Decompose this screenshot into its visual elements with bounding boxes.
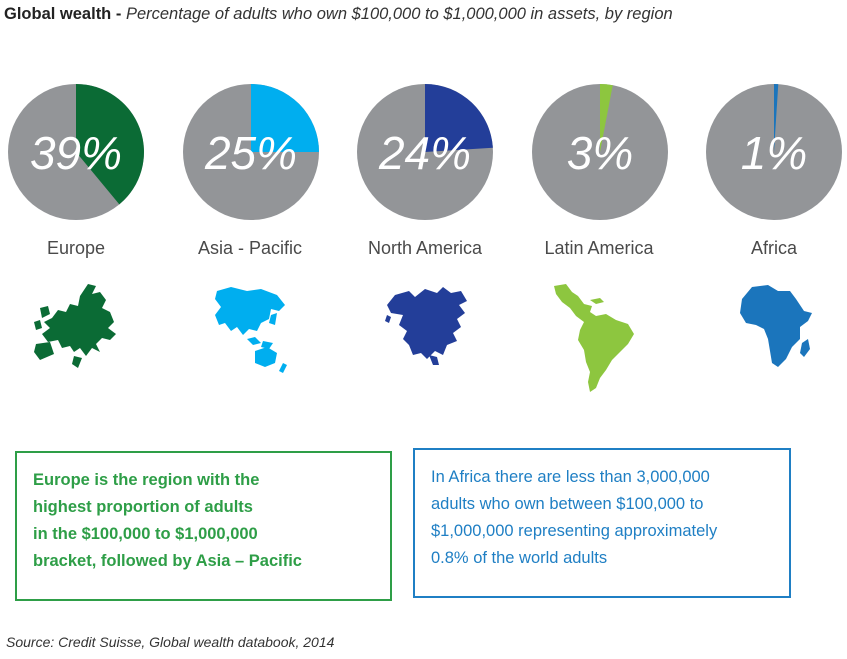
europe-callout-line: in the $100,000 to $1,000,000 (33, 525, 258, 543)
pie-value-label-africa: 1% (741, 127, 807, 179)
pie-value-label-latin-america: 3% (567, 127, 633, 179)
north-america-map-icon (385, 287, 467, 365)
chart-title: Global wealth - Percentage of adults who… (4, 5, 673, 24)
region-label-north-america: North America (367, 238, 483, 258)
pie-value-label-europe: 39% (30, 127, 122, 179)
latin-america-map-icon (554, 284, 634, 392)
pie-slice-north-america (425, 84, 493, 152)
europe-callout-line: bracket, followed by Asia – Pacific (33, 552, 302, 570)
europe-callout: Europe is the region with the highest pr… (15, 451, 392, 601)
africa-callout-line: 0.8% of the world adults (431, 549, 608, 567)
africa-callout: In Africa there are less than 3,000,000 … (413, 448, 791, 598)
pie-value-label-north-america: 24% (378, 127, 471, 179)
pie-slice-europe (76, 84, 144, 205)
pie-value-label-asia-pacific: 25% (204, 127, 297, 179)
europe-map-icon (34, 284, 116, 368)
region-label-latin-america: Latin America (544, 238, 654, 258)
region-label-europe: Europe (46, 238, 106, 258)
source-note: Source: Credit Suisse, Global wealth dat… (6, 634, 335, 650)
asia-pacific-map-icon (215, 287, 287, 373)
europe-callout-line: Europe is the region with the (33, 471, 260, 489)
region-label-africa: Africa (750, 238, 797, 258)
pie-slice-africa (774, 83, 779, 152)
title-separator: - (111, 5, 126, 23)
title-subtitle: Percentage of adults who own $100,000 to… (125, 5, 673, 23)
europe-callout-line: highest proportion of adults (33, 498, 253, 516)
pie-slice-latin-america (600, 83, 613, 152)
pie-charts: 39% 25% 24% 3% 1% (8, 83, 842, 220)
africa-map-icon (740, 285, 812, 367)
region-label-asia-pacific: Asia - Pacific (197, 238, 303, 258)
africa-callout-line: adults who own between $100,000 to (431, 495, 704, 513)
title-bold: Global wealth (4, 5, 112, 23)
africa-callout-line: $1,000,000 representing approximately (431, 522, 718, 540)
africa-callout-line: In Africa there are less than 3,000,000 (431, 468, 710, 486)
pie-slice-asia-pacific (251, 84, 319, 152)
